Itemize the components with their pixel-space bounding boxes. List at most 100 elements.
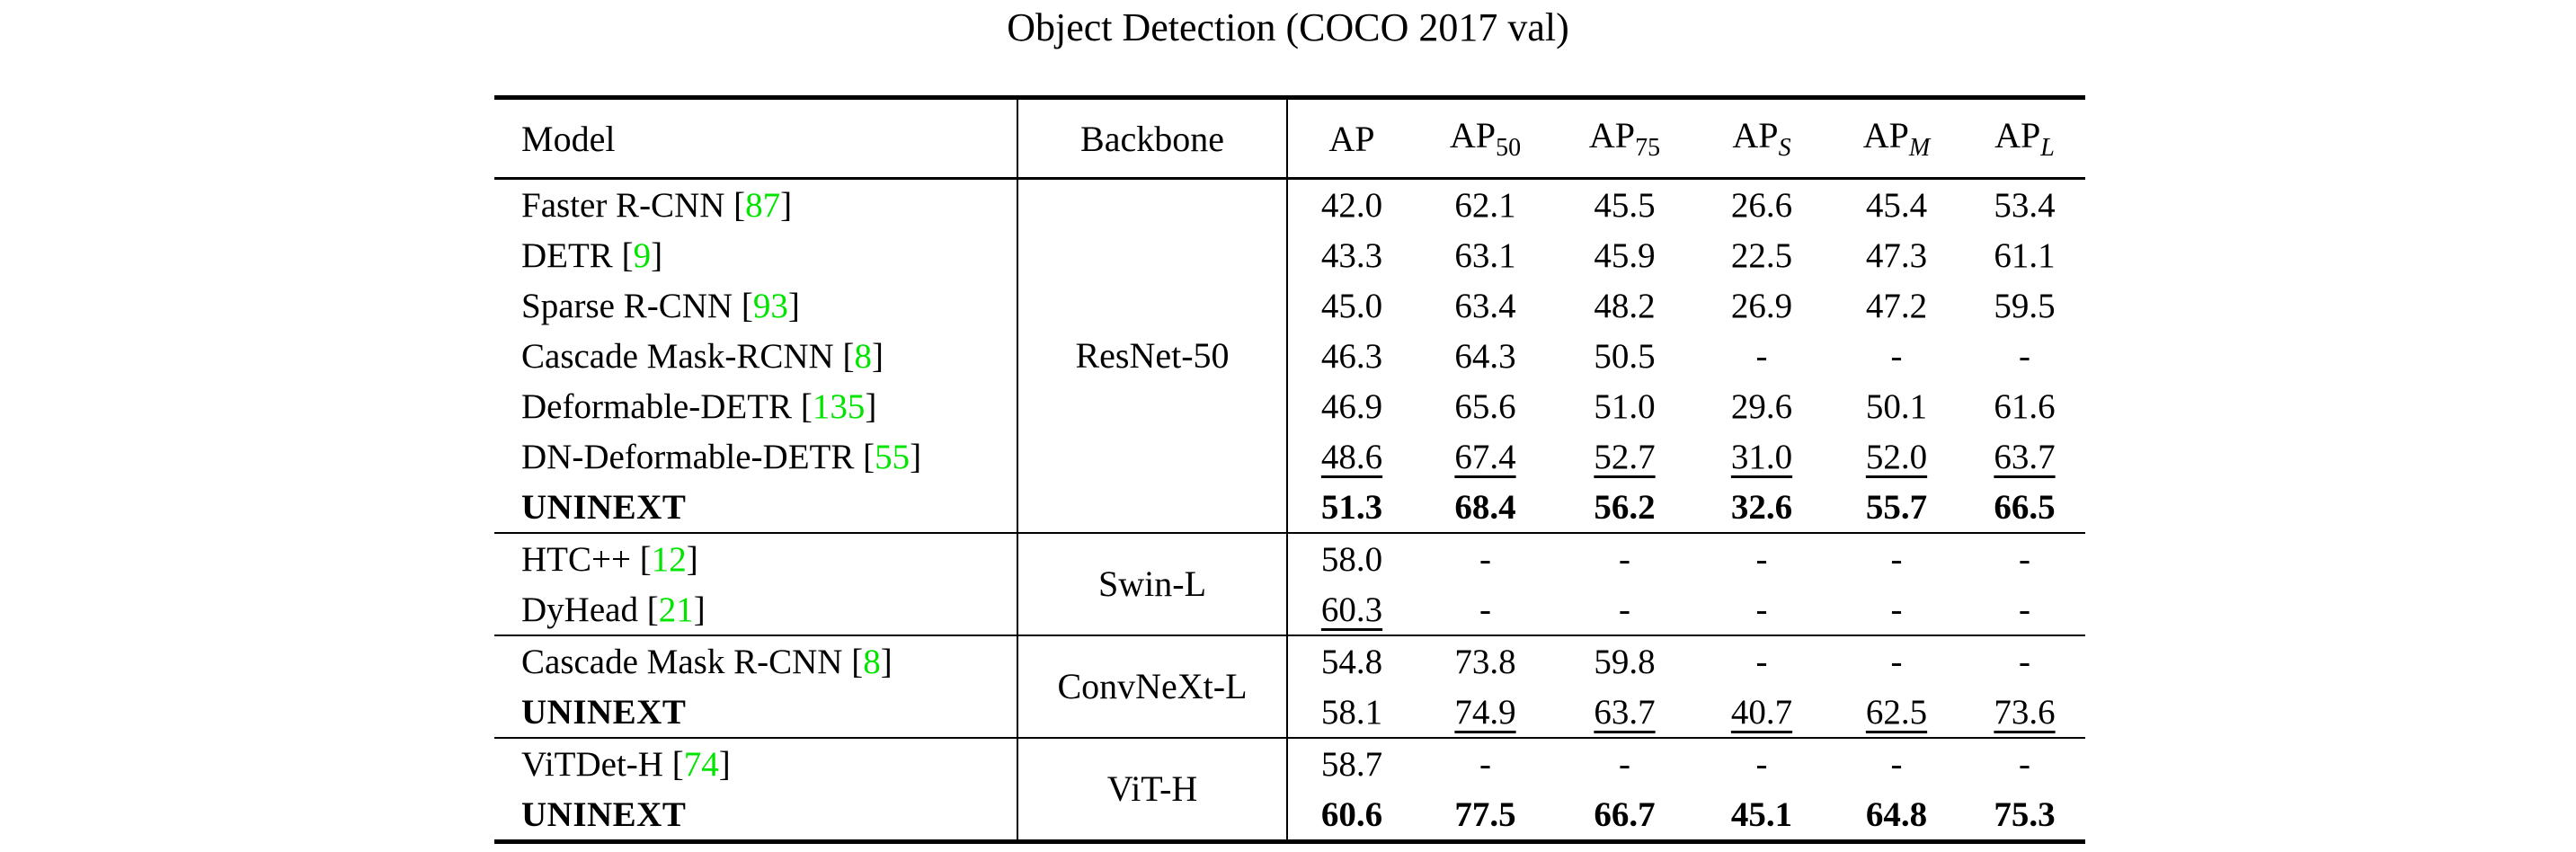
model-cell: DN-Deformable-DETR [55] [521,437,922,476]
metric-value-cell: 43.3 [1287,230,1416,280]
metric-value-cell: 53.4 [1964,179,2085,231]
backbone-cell: ViT-H [1017,737,1288,842]
metric-value: 45.1 [1730,794,1793,834]
citation-link[interactable]: 93 [752,286,788,325]
metric-value-cell: 66.5 [1964,482,2085,533]
citation-link[interactable]: 12 [651,539,687,579]
metric-value: 66.5 [1994,487,2056,527]
model-cell: UNINEXT [494,482,1017,533]
metric-value-cell: 58.1 [1287,687,1416,738]
metric-column-header-apm: APM [1829,98,1964,179]
metric-column-header-aps: APS [1694,98,1829,179]
metric-value-cell: 68.4 [1416,482,1555,533]
metric-value: - [1890,744,1903,784]
metric-value-cell: 62.1 [1416,179,1555,231]
metric-column-header-ap75: AP75 [1555,98,1694,179]
backbone-cell: ResNet-50 [1017,178,1288,533]
metric-value-cell: 58.0 [1287,532,1416,584]
metric-value-cell: - [1416,737,1555,789]
metric-value: - [1479,539,1491,579]
metric-value-cell: 46.9 [1287,381,1416,431]
metric-value: 59.8 [1594,642,1656,681]
citation-link[interactable]: 74 [683,744,719,784]
metric-value: 54.8 [1320,642,1383,681]
model-cell: ViTDet-H [74] [494,737,1017,789]
metric-value-cell: 66.7 [1555,789,1694,842]
metric-value: 52.0 [1865,437,1928,476]
metric-header-base: AP [1588,115,1636,155]
metric-value-cell: 45.9 [1555,230,1694,280]
table-row: Sparse R-CNN [93] 45.0 63.4 48.2 26.9 47.2 59.… [494,280,2085,331]
metric-value: 61.6 [1994,386,2056,426]
metric-value-cell: - [1555,532,1694,584]
metric-value: - [1890,590,1903,629]
metric-value-cell: 32.6 [1694,482,1829,533]
metric-value: 47.3 [1865,235,1928,275]
model-cell: DETR [9] [521,235,663,275]
table-row: Cascade Mask-RCNN [8] 46.3 64.3 50.5 - - - [494,331,2085,381]
citation-link[interactable]: 21 [658,590,694,629]
metric-value-cell: 60.6 [1287,789,1416,842]
metric-value-cell: 50.1 [1829,381,1964,431]
metric-value-cell: - [1555,737,1694,789]
metric-value-cell: 63.4 [1416,280,1555,331]
metric-value: 29.6 [1730,386,1793,426]
metric-value: 65.6 [1454,386,1516,426]
metric-value-cell: - [1694,737,1829,789]
metric-value: - [2019,642,2030,681]
metric-value: 51.0 [1594,386,1656,426]
metric-value: 50.5 [1594,336,1656,376]
metric-value: 40.7 [1730,692,1793,732]
metric-value: - [2019,590,2030,629]
metric-column-header-ap50: AP50 [1416,98,1555,179]
metric-value-cell: 47.3 [1829,230,1964,280]
metric-value: 74.9 [1454,692,1516,732]
metric-value: 45.9 [1594,235,1656,275]
model-cell: Sparse R-CNN [93] [521,286,800,325]
metric-value: - [1479,744,1491,784]
metric-value-cell: 48.6 [1287,431,1416,482]
model-name: Cascade Mask-RCNN [521,336,834,376]
metric-value-cell: - [1964,584,2085,635]
metric-value: - [1479,590,1491,629]
metric-value-cell: 73.8 [1416,635,1555,687]
metric-value: 67.4 [1454,437,1516,476]
metric-value: 53.4 [1994,185,2056,225]
metric-value: - [1619,590,1630,629]
model-name: HTC++ [521,539,631,579]
model-name: Deformable-DETR [521,386,793,426]
model-cell: Cascade Mask R-CNN [8] [494,635,1017,687]
metric-value: 59.5 [1994,286,2056,325]
metric-value: - [1890,539,1903,579]
metric-header-subscript: S [1778,134,1791,162]
metric-header-subscript: 75 [1635,134,1661,162]
citation-link[interactable]: 8 [854,336,872,376]
metric-value-cell: 50.5 [1555,331,1694,381]
metric-value: 43.3 [1320,235,1383,275]
metric-value-cell: 40.7 [1694,687,1829,738]
metric-value-cell: 52.0 [1829,431,1964,482]
metric-value: - [1755,642,1768,681]
backbone-column-header: Backbone [1017,97,1288,179]
table-row: UNINEXT 58.1 74.9 63.7 40.7 62.5 73.6 [494,687,2085,738]
metric-value-cell: 59.8 [1555,635,1694,687]
metric-value-cell: 64.3 [1416,331,1555,381]
metric-value: 22.5 [1730,235,1793,275]
model-cell: Faster R-CNN [87] [521,185,793,225]
metric-value-cell: - [1829,635,1964,687]
table-row: Deformable-DETR [135] 46.9 65.6 51.0 29.6 50.… [494,381,2085,431]
citation-link[interactable]: 87 [745,185,781,225]
metric-value-cell: 45.0 [1287,280,1416,331]
citation-link[interactable]: 9 [633,235,652,275]
metric-value-cell: - [1829,737,1964,789]
citation-link[interactable]: 55 [875,437,910,476]
model-name: UNINEXT [521,487,687,527]
metric-value: 56.2 [1594,487,1656,527]
citation-link[interactable]: 135 [812,386,866,426]
metric-value-cell: - [1964,532,2085,584]
model-name: UNINEXT [521,692,687,732]
citation-link[interactable]: 8 [863,642,881,681]
metric-value: 58.7 [1320,744,1383,784]
table-row: ViTDet-H [74] ViT-H 58.7 - - - - - [494,737,2085,842]
